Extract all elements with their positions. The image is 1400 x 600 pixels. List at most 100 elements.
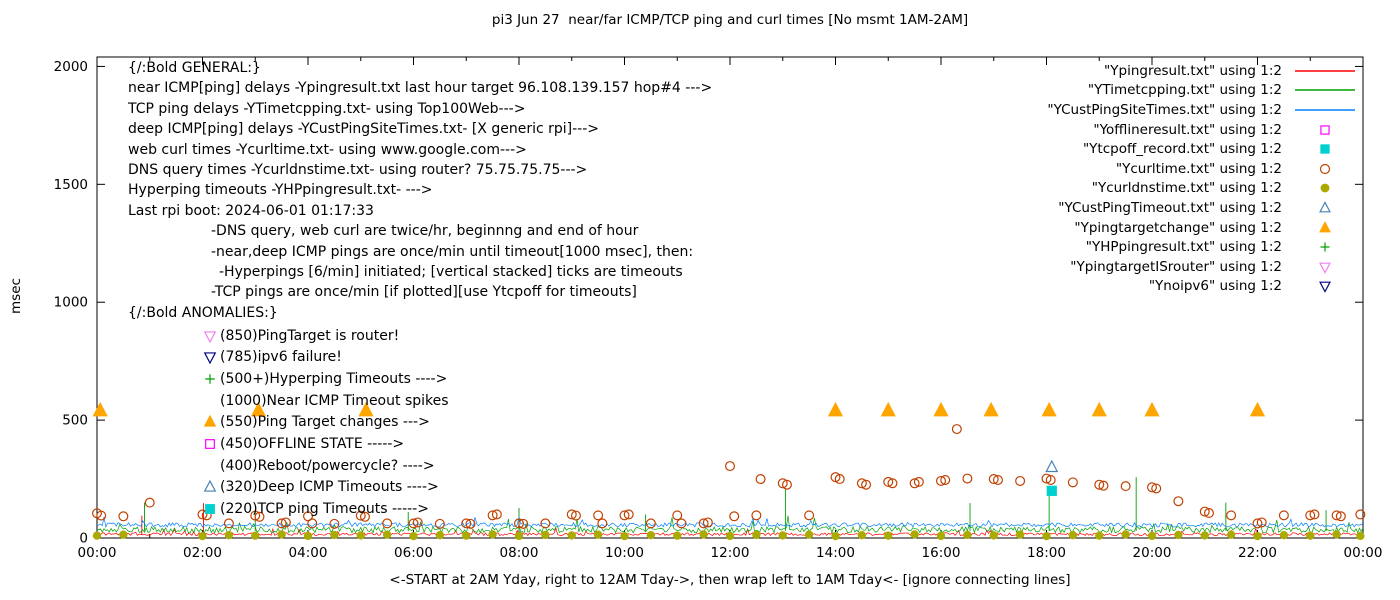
x-tick-label: 18:00 — [1027, 545, 1066, 561]
legend-entry: "YHPpingresult.txt" using 1:2 — [1047, 237, 1358, 257]
legend-sample-triangle-down-open-icon — [1319, 281, 1331, 294]
legend-sample-triangle-down-open-icon — [1319, 262, 1331, 274]
anomaly-item: (550)Ping Target changes ---> — [128, 411, 449, 433]
x-tick-label: 20:00 — [1133, 545, 1172, 561]
general-note-line: -Hyperpings [6/min] initiated; [vertical… — [219, 264, 683, 281]
anomalies-notes: {/:Bold ANOMALIES:} (850)PingTarget is ro… — [128, 303, 449, 520]
legend-sample-triangle-filled-icon — [1319, 220, 1331, 232]
x-tick-label: 10:00 — [605, 545, 644, 561]
square-filled-icon — [205, 504, 215, 514]
legend-entry: "Ypingtargetchange" using 1:2 — [1047, 218, 1358, 238]
general-notes: {/:Bold GENERAL:} near ICMP[ping] delays … — [128, 58, 712, 303]
no-marker — [202, 393, 220, 409]
legend-sample-triangle-open-icon — [1319, 201, 1331, 213]
plus-icon — [205, 374, 215, 384]
legend-label: "Ypingtargetchange" using 1:2 — [1074, 219, 1282, 236]
legend-entry: "YCustPingTimeout.txt" using 1:2 — [1047, 198, 1358, 218]
general-note-line: deep ICMP[ping] delays -YCustPingSiteTim… — [128, 121, 599, 138]
general-note-line: DNS query times -Ycurldnstime.txt- using… — [128, 162, 588, 179]
anomaly-text: (850)PingTarget is router! — [220, 327, 400, 344]
anomaly-item: (500+)Hyperping Timeouts ----> — [128, 368, 449, 390]
x-axis-label: <-START at 2AM Yday, right to 12AM Tday-… — [389, 572, 1071, 588]
anomaly-text: (1000)Near ICMP Timeout spikes — [220, 392, 449, 409]
general-note-line: {/:Bold GENERAL:} — [128, 60, 261, 76]
legend-entry: "YCustPingSiteTimes.txt" using 1:2 — [1047, 100, 1358, 120]
legend-entry: "Ycurldnstime.txt" using 1:2 — [1047, 179, 1358, 199]
legend-label: "Ycurldnstime.txt" using 1:2 — [1091, 180, 1282, 197]
general-note-line: Hyperping timeouts -YHPpingresult.txt- -… — [128, 182, 433, 199]
series-Ycurldnstime.txt — [92, 530, 1365, 541]
x-tick-label: 02:00 — [183, 545, 222, 561]
triangle-open-icon — [203, 480, 217, 493]
legend-label: "Yofflineresult.txt" using 1:2 — [1093, 121, 1282, 138]
anomaly-text: (220)TCP ping Timeouts -----> — [220, 501, 429, 518]
legend-label: "Ytcpoff_record.txt" using 1:2 — [1082, 141, 1282, 158]
legend-entry: "Ytcpoff_record.txt" using 1:2 — [1047, 139, 1358, 159]
legend-entry: "Yofflineresult.txt" using 1:2 — [1047, 120, 1358, 140]
y-tick-label: 1000 — [54, 295, 88, 311]
general-note-line: near ICMP[ping] delays -Ypingresult.txt … — [128, 80, 713, 97]
legend-sample-circle-filled-icon — [1320, 183, 1330, 193]
x-tick-label: 00:00 — [78, 545, 117, 561]
y-tick-label: 1500 — [54, 177, 88, 193]
triangle-down-open-icon — [203, 330, 217, 343]
triangle-down-open-icon — [203, 352, 217, 365]
x-tick-label: 08:00 — [500, 545, 539, 561]
anomaly-item: (1000)Near ICMP Timeout spikes — [128, 390, 449, 412]
general-note-line: TCP ping delays -YTimetcpping.txt- using… — [128, 100, 526, 117]
chart-title: pi3 Jun 27 near/far ICMP/TCP ping and cu… — [491, 12, 969, 28]
legend-label: "YCustPingTimeout.txt" using 1:2 — [1058, 199, 1282, 216]
legend-label: "Ycurltime.txt" using 1:2 — [1115, 160, 1282, 177]
series-Ypingtargetchange — [92, 401, 1266, 417]
legend-sample-line-icon — [1295, 70, 1355, 72]
triangle-filled-icon — [203, 415, 217, 427]
legend-sample-line-icon — [1295, 109, 1355, 111]
general-note-line: web curl times -Ycurltime.txt- using www… — [128, 141, 527, 158]
x-tick-label: 14:00 — [816, 545, 855, 561]
square-open-icon — [205, 439, 215, 449]
x-tick-label: 12:00 — [711, 545, 750, 561]
general-note-line: -near,deep ICMP pings are once/min until… — [211, 243, 694, 260]
x-tick-label: 06:00 — [394, 545, 433, 561]
anomaly-item: (320)Deep ICMP Timeouts ----> — [128, 477, 449, 499]
x-tick-label: 00:00 — [1344, 545, 1383, 561]
anomaly-text: (550)Ping Target changes ---> — [220, 414, 430, 431]
x-tick-label: 22:00 — [1238, 545, 1277, 561]
no-marker — [202, 458, 220, 474]
legend-sample-circle-open-icon — [1319, 163, 1331, 174]
legend-entry: "Ynoipv6" using 1:2 — [1047, 277, 1358, 297]
general-note-line: -TCP pings are once/min [if plotted][use… — [211, 284, 637, 301]
series-YCustPingTimeout.txt — [1045, 459, 1059, 473]
y-tick-label: 0 — [79, 531, 88, 547]
anomaly-item: (450)OFFLINE STATE -----> — [128, 433, 449, 455]
anomaly-item: (850)PingTarget is router! — [128, 325, 449, 347]
y-axis-label: msec — [8, 278, 24, 314]
general-note-line: -DNS query, web curl are twice/hr, begin… — [211, 223, 639, 240]
y-tick-label: 2000 — [54, 59, 88, 75]
series-Ytcpoff_record.txt — [1046, 485, 1057, 496]
x-tick-label: 16:00 — [922, 545, 961, 561]
anomaly-text: (450)OFFLINE STATE -----> — [220, 435, 405, 452]
anomaly-item: (785)ipv6 failure! — [128, 346, 449, 368]
legend-entry: "Ypingresult.txt" using 1:2 — [1047, 61, 1358, 81]
legend-sample-square-open-icon — [1320, 124, 1330, 135]
legend-label: "YCustPingSiteTimes.txt" using 1:2 — [1047, 101, 1282, 118]
anomaly-text: (500+)Hyperping Timeouts ----> — [220, 370, 448, 387]
plot-legend: "Ypingresult.txt" using 1:2 "YTimetcpping… — [1047, 61, 1358, 296]
legend-sample-square-filled-icon — [1320, 144, 1330, 154]
general-note-line: Last rpi boot: 2024-06-01 01:17:33 — [128, 202, 374, 219]
y-tick-label: 500 — [62, 413, 88, 429]
legend-entry: "YpingtargetISrouter" using 1:2 — [1047, 257, 1358, 277]
anomaly-item: (220)TCP ping Timeouts -----> — [128, 498, 449, 520]
legend-label: "YHPpingresult.txt" using 1:2 — [1085, 239, 1282, 256]
x-tick-label: 04:00 — [289, 545, 328, 561]
legend-label: "YpingtargetISrouter" using 1:2 — [1070, 258, 1282, 275]
anomaly-text: (400)Reboot/powercycle? ----> — [220, 457, 435, 474]
anomaly-item: (400)Reboot/powercycle? ----> — [128, 455, 449, 477]
legend-label: "Ypingresult.txt" using 1:2 — [1104, 62, 1282, 79]
legend-sample-line-icon — [1295, 89, 1355, 92]
anomalies-header: {/:Bold ANOMALIES:} — [128, 305, 278, 321]
anomaly-text: (785)ipv6 failure! — [220, 349, 342, 366]
